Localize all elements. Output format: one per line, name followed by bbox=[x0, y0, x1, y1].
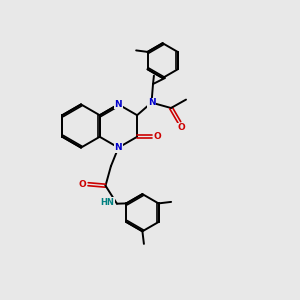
Text: O: O bbox=[177, 123, 185, 132]
Text: N: N bbox=[148, 98, 155, 107]
Text: N: N bbox=[115, 100, 122, 109]
Text: O: O bbox=[79, 180, 87, 189]
Text: O: O bbox=[154, 132, 161, 141]
Text: HN: HN bbox=[100, 198, 114, 207]
Text: N: N bbox=[115, 143, 122, 152]
